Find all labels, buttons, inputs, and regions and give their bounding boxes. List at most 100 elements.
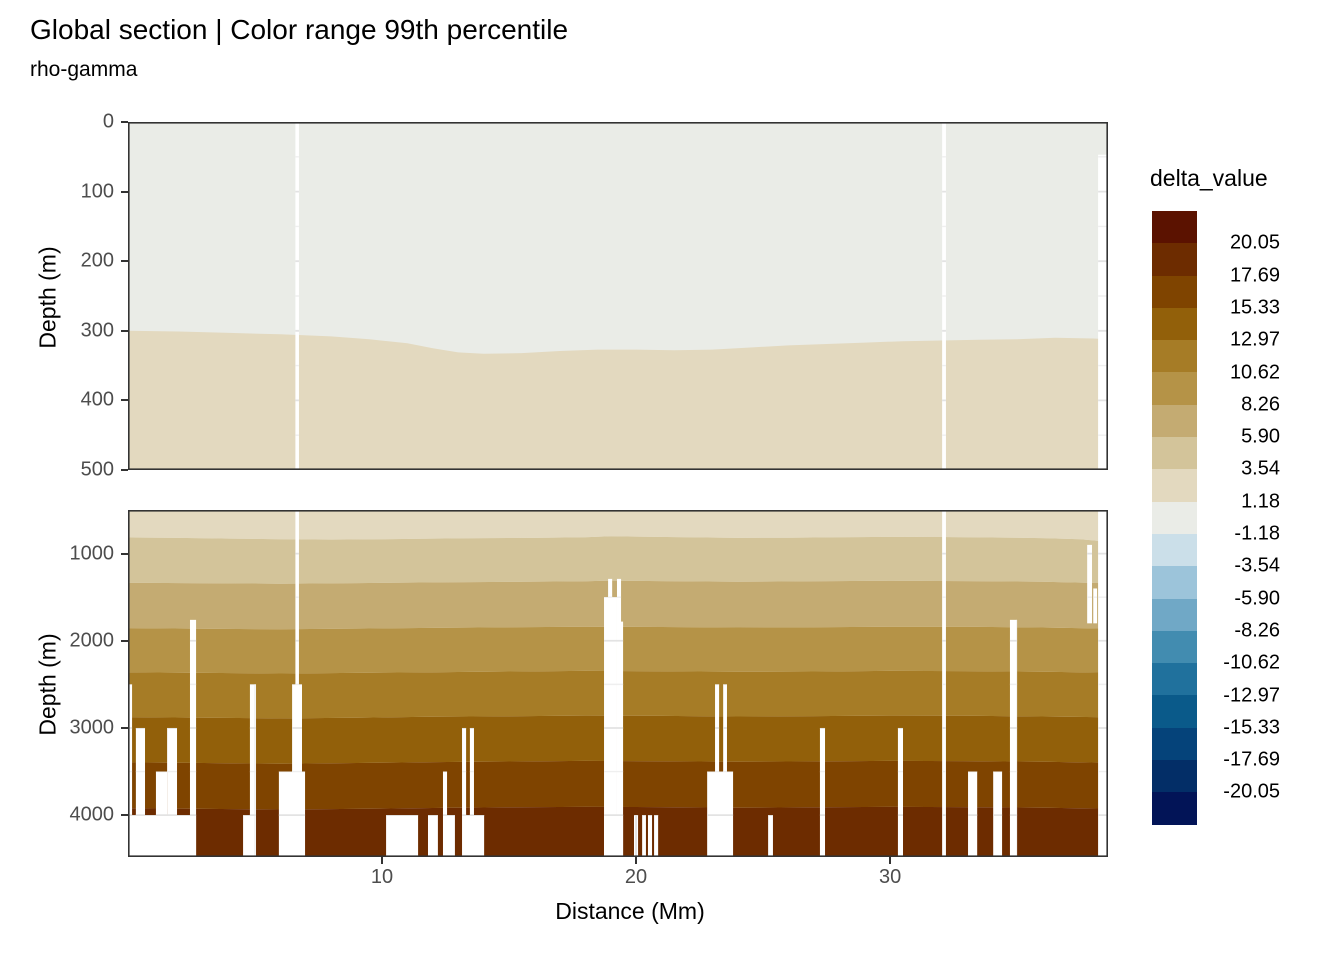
legend-label: -20.05 (1223, 780, 1280, 803)
legend-label: 8.26 (1241, 393, 1280, 416)
legend-label: -10.62 (1223, 651, 1280, 674)
plot-subtitle: rho-gamma (30, 58, 138, 81)
legend-label: 10.62 (1229, 361, 1280, 383)
x-tick-mark (635, 857, 637, 864)
x-tick-label: 30 (878, 866, 902, 888)
data-gap (654, 815, 659, 857)
data-gap (295, 510, 299, 857)
legend-color-swatch (1152, 211, 1197, 244)
legend-color-swatch (1152, 533, 1197, 567)
y-tick-label: 100 (80, 180, 114, 203)
legend-label: -1.18 (1234, 522, 1280, 545)
x-tick-label: 20 (624, 866, 648, 888)
data-gap (604, 815, 624, 857)
legend-color-swatch (1152, 372, 1197, 405)
legend-label: -15.33 (1223, 716, 1280, 739)
data-gap (243, 815, 256, 857)
legend-color-swatch (1152, 695, 1197, 728)
legend-color-swatch (1152, 792, 1197, 825)
legend-label: 5.90 (1241, 425, 1280, 448)
y-tick-label: 500 (80, 458, 114, 481)
panel-border (128, 510, 1108, 857)
x-tick-mark (889, 857, 892, 864)
data-gap (128, 815, 197, 857)
bottom-panel (128, 510, 1108, 857)
data-gap (1093, 588, 1098, 624)
data-gap (642, 815, 646, 857)
legend: delta_value 20.05 17.69 15.33 12.97 10.62 8.2… (1150, 165, 1280, 825)
data-gap (819, 727, 826, 857)
y-tick-label: 1000 (69, 542, 115, 565)
data-gap (167, 727, 178, 857)
y-tick-label: 0 (102, 110, 114, 133)
data-gap (1098, 510, 1107, 857)
bottom-panel-svg (128, 510, 1108, 857)
legend-label: 15.33 (1229, 296, 1280, 319)
y-tick-mark (121, 469, 128, 471)
y-axis-title-top: Depth (m) (34, 246, 61, 349)
data-gap (942, 510, 946, 857)
legend-color-swatch (1152, 566, 1197, 599)
legend-color-swatch (1152, 340, 1197, 373)
legend-label: -8.26 (1234, 619, 1280, 642)
top-panel-svg (128, 122, 1108, 470)
legend-color-swatch (1152, 501, 1197, 534)
data-gap (427, 815, 438, 857)
x-tick-label: 10 (370, 866, 394, 888)
legend-color-swatch (1152, 598, 1197, 631)
x-tick-mark (381, 857, 383, 864)
legend-label: 17.69 (1229, 264, 1280, 287)
y-tick-mark (121, 399, 128, 402)
legend-color-swatch (1152, 275, 1197, 308)
data-gap (462, 727, 467, 857)
legend-color-swatch (1152, 760, 1197, 793)
y-tick-mark (121, 727, 128, 729)
legend-color-swatch (1152, 469, 1197, 502)
y-tick-mark (121, 814, 128, 817)
legend-color-swatch (1152, 663, 1197, 696)
data-gap (469, 727, 474, 857)
legend-color-swatch (1152, 630, 1197, 664)
legend-label: 1.18 (1241, 490, 1280, 513)
legend-colorbar (1152, 211, 1197, 825)
legend-color-swatch (1152, 404, 1197, 438)
legend-title: delta_value (1150, 165, 1268, 191)
legend-color-swatch (1152, 243, 1197, 276)
data-gap (897, 727, 904, 857)
y-tick-mark (121, 121, 128, 123)
panel-border (128, 122, 1108, 470)
y-tick-label: 4000 (69, 803, 115, 826)
y-tick-mark (121, 190, 128, 193)
data-gap (608, 578, 613, 857)
data-gap (128, 684, 133, 857)
data-gap (463, 815, 485, 857)
legend-label: 3.54 (1241, 457, 1280, 480)
y-tick-mark (121, 260, 128, 263)
legend-label: -17.69 (1223, 748, 1280, 771)
x-axis-title: Distance (Mm) (555, 898, 705, 924)
legend-label: -5.90 (1234, 587, 1280, 610)
data-gap (1098, 154, 1107, 470)
legend-color-swatch (1152, 437, 1197, 470)
y-tick-mark (121, 329, 128, 332)
plot-title: Global section | Color range 99th percen… (30, 14, 569, 45)
legend-color-swatch (1152, 307, 1197, 341)
y-tick-mark (121, 639, 128, 642)
data-gap (249, 684, 257, 857)
y-tick-mark (121, 552, 128, 555)
data-gap (1087, 544, 1092, 624)
data-gap (723, 684, 727, 857)
legend-label: 20.05 (1229, 231, 1280, 254)
legend-label: -3.54 (1234, 554, 1280, 577)
data-gap (616, 621, 624, 857)
y-axis-title-bottom: Depth (m) (34, 633, 61, 736)
data-gap (1009, 619, 1018, 857)
legend-color-swatch (1152, 727, 1197, 761)
data-gap (768, 815, 773, 857)
data-gap (386, 815, 419, 857)
top-panel (128, 122, 1108, 470)
data-gap (443, 815, 455, 857)
data-gap (135, 727, 146, 857)
legend-label: -12.97 (1223, 684, 1280, 706)
data-gap (189, 619, 197, 857)
